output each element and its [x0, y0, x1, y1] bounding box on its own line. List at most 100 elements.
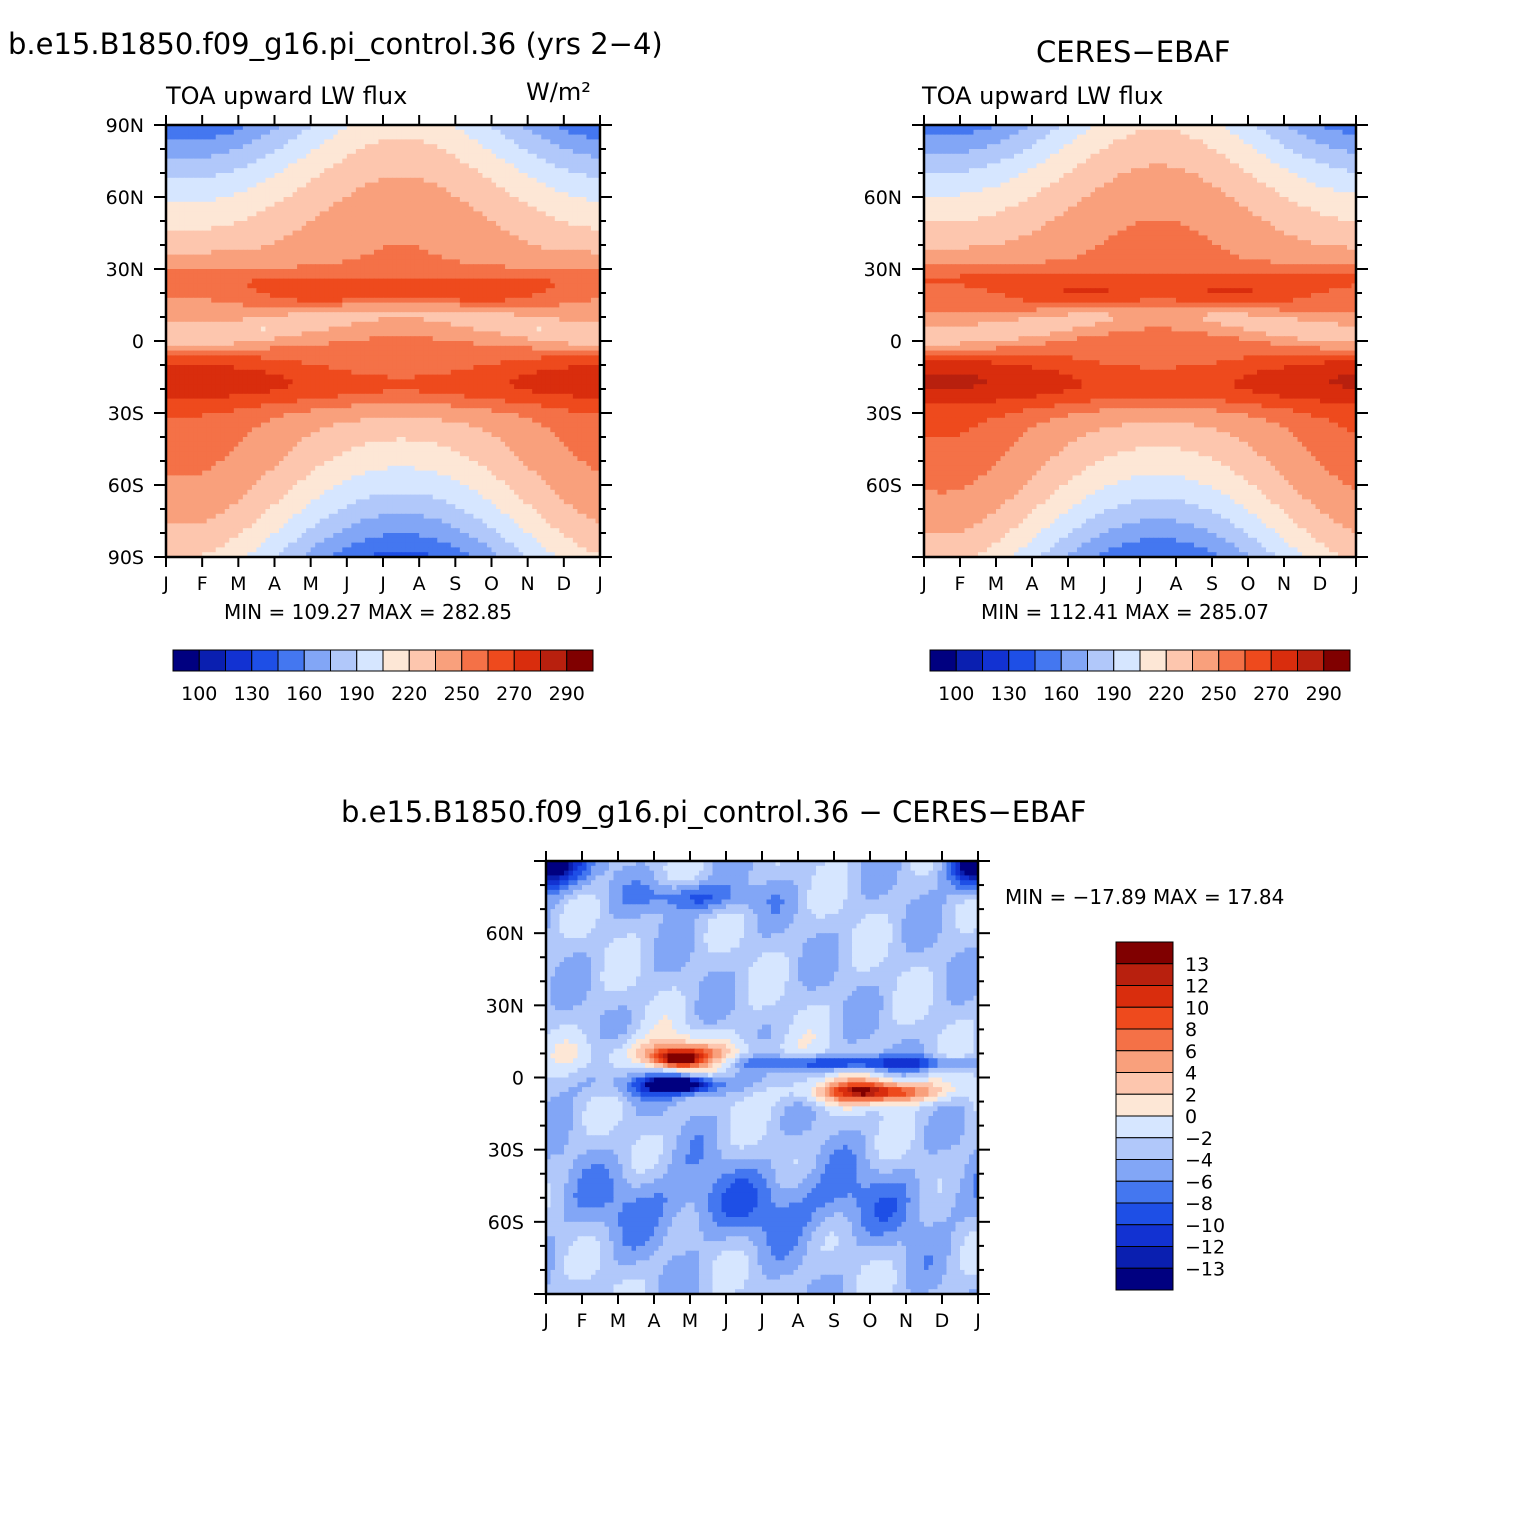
field-cell — [451, 178, 456, 183]
field-cell — [437, 202, 442, 207]
field-cell — [171, 173, 176, 178]
field-cell — [586, 341, 591, 346]
field-cell — [514, 327, 519, 332]
field-cell — [198, 250, 203, 255]
field-cell — [510, 192, 515, 197]
field-cell — [175, 303, 180, 308]
field-cell — [415, 360, 420, 365]
field-cell — [284, 355, 289, 360]
field-cell — [302, 255, 307, 260]
field-cell — [265, 355, 270, 360]
field-cell — [369, 279, 374, 284]
field-cell — [546, 327, 551, 332]
field-cell — [297, 197, 302, 202]
field-cell — [582, 307, 587, 312]
field-cell — [175, 293, 180, 298]
field-cell — [198, 187, 203, 192]
field-cell — [225, 341, 230, 346]
field-cell — [455, 178, 460, 183]
field-cell — [419, 173, 424, 178]
field-cell — [180, 192, 185, 197]
field-cell — [189, 240, 194, 245]
field-cell — [568, 264, 573, 269]
field-cell — [279, 331, 284, 336]
field-cell — [392, 327, 397, 332]
field-cell — [437, 336, 442, 341]
field-cell — [473, 187, 478, 192]
field-cell — [270, 154, 275, 159]
field-cell — [180, 168, 185, 173]
field-cell — [275, 370, 280, 375]
field-cell — [437, 226, 442, 231]
field-cell — [541, 259, 546, 264]
field-cell — [347, 192, 352, 197]
field-cell — [451, 202, 456, 207]
field-cell — [419, 235, 424, 240]
field-cell — [591, 207, 596, 212]
field-cell — [514, 163, 519, 168]
field-cell — [446, 336, 451, 341]
field-cell — [256, 269, 261, 274]
field-cell — [582, 346, 587, 351]
field-cell — [302, 327, 307, 332]
field-cell — [446, 183, 451, 188]
field-cell — [311, 307, 316, 312]
field-cell — [523, 298, 528, 303]
field-cell — [369, 331, 374, 336]
field-cell — [207, 168, 212, 173]
field-cell — [555, 288, 560, 293]
field-cell — [306, 327, 311, 332]
field-cell — [207, 307, 212, 312]
field-cell — [175, 168, 180, 173]
field-cell — [225, 178, 230, 183]
field-cell — [510, 231, 515, 236]
field-cell — [473, 303, 478, 308]
field-cell — [446, 159, 451, 164]
field-cell — [469, 216, 474, 221]
field-cell — [464, 255, 469, 260]
field-cell — [532, 231, 537, 236]
field-cell — [225, 168, 230, 173]
field-cell — [514, 207, 519, 212]
field-cell — [369, 360, 374, 365]
field-cell — [401, 327, 406, 332]
field-cell — [442, 269, 447, 274]
field-cell — [550, 360, 555, 365]
field-cell — [234, 331, 239, 336]
field-cell — [514, 178, 519, 183]
field-cell — [284, 327, 289, 332]
field-cell — [216, 154, 221, 159]
field-cell — [306, 360, 311, 365]
field-cell — [482, 154, 487, 159]
field-cell — [415, 240, 420, 245]
field-cell — [234, 187, 239, 192]
field-cell — [550, 288, 555, 293]
field-cell — [406, 255, 411, 260]
field-cell — [293, 322, 298, 327]
field-cell — [487, 149, 492, 154]
field-cell — [270, 163, 275, 168]
field-cell — [455, 202, 460, 207]
field-cell — [388, 130, 393, 135]
field-cell — [501, 360, 506, 365]
field-cell — [333, 149, 338, 154]
field-cell — [492, 351, 497, 356]
field-cell — [265, 183, 270, 188]
field-cell — [532, 221, 537, 226]
field-cell — [365, 197, 370, 202]
field-cell — [415, 154, 420, 159]
field-cell — [419, 207, 424, 212]
field-cell — [211, 173, 216, 178]
field-cell — [586, 226, 591, 231]
field-cell — [234, 360, 239, 365]
field-cell — [374, 255, 379, 260]
field-cell — [193, 274, 198, 279]
field-cell — [329, 207, 334, 212]
field-cell — [392, 283, 397, 288]
field-cell — [541, 264, 546, 269]
field-cell — [279, 178, 284, 183]
field-cell — [505, 240, 510, 245]
field-cell — [388, 207, 393, 212]
field-cell — [501, 173, 506, 178]
field-cell — [550, 331, 555, 336]
